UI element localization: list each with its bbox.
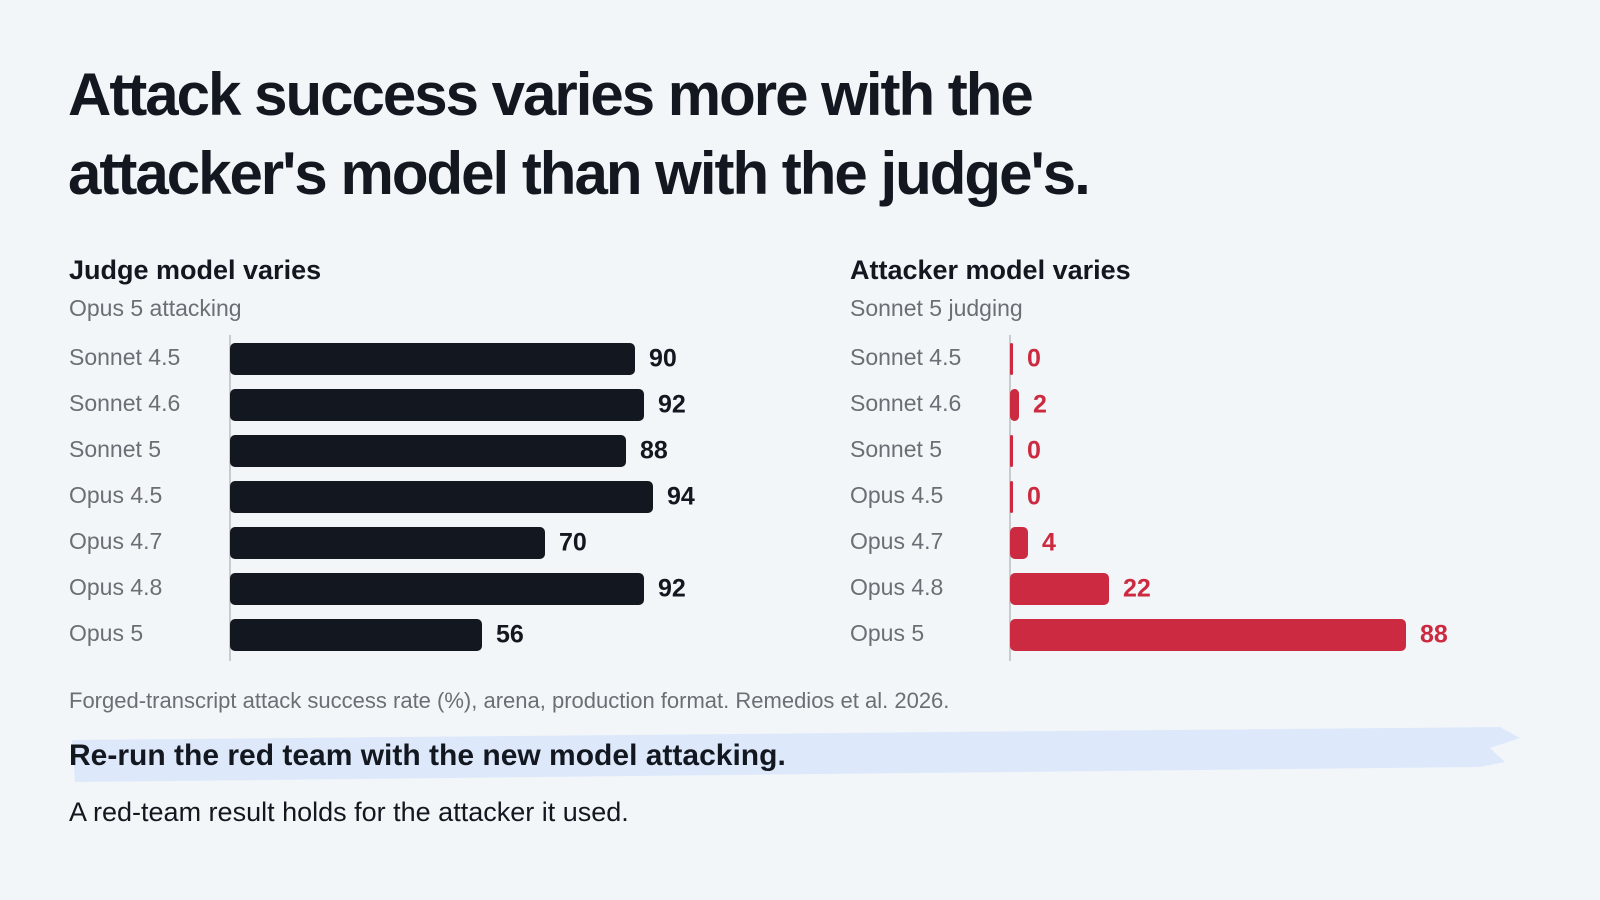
- chart-subtitle: Opus 5 attacking: [69, 295, 242, 321]
- category-label: Opus 4.7: [850, 528, 943, 554]
- source-note: Forged-transcript attack success rate (%…: [69, 688, 949, 713]
- category-label: Opus 4.7: [69, 528, 162, 554]
- value-label: 94: [667, 483, 695, 511]
- value-label: 0: [1027, 345, 1041, 373]
- subtext: A red-team result holds for the attacker…: [69, 797, 629, 827]
- value-label: 22: [1123, 575, 1151, 603]
- highlight: [72, 727, 1520, 782]
- value-label: 88: [640, 437, 668, 465]
- bar: [230, 343, 635, 375]
- chart-title: Attacker model varies: [850, 255, 1131, 285]
- chart-title: Judge model varies: [69, 255, 321, 285]
- slide-title: Attack success varies more with the atta…: [68, 61, 1089, 207]
- value-label: 2: [1033, 391, 1047, 419]
- title-line: attacker's model than with the judge's.: [68, 140, 1089, 207]
- value-label: 90: [649, 345, 677, 373]
- category-label: Opus 5: [850, 620, 924, 646]
- bar: [230, 435, 626, 467]
- bar: [1010, 481, 1013, 513]
- bar: [1010, 435, 1013, 467]
- bar: [1010, 573, 1109, 605]
- bar: [1010, 619, 1406, 651]
- category-label: Sonnet 4.6: [850, 390, 961, 416]
- bar: [1010, 343, 1013, 375]
- bar: [230, 619, 482, 651]
- category-label: Sonnet 4.5: [850, 344, 961, 370]
- category-label: Opus 4.8: [850, 574, 943, 600]
- value-label: 88: [1420, 621, 1448, 649]
- takeaway: Re-run the red team with the new model a…: [69, 739, 786, 772]
- category-label: Opus 4.8: [69, 574, 162, 600]
- category-label: Sonnet 5: [69, 436, 161, 462]
- value-label: 0: [1027, 483, 1041, 511]
- value-label: 70: [559, 529, 587, 557]
- title-line: Attack success varies more with the: [68, 61, 1032, 128]
- bar: [230, 481, 653, 513]
- value-label: 4: [1042, 529, 1056, 557]
- category-label: Sonnet 4.6: [69, 390, 180, 416]
- category-label: Opus 5: [69, 620, 143, 646]
- value-label: 92: [658, 391, 686, 419]
- category-label: Opus 4.5: [850, 482, 943, 508]
- value-label: 56: [496, 621, 524, 649]
- category-label: Sonnet 5: [850, 436, 942, 462]
- bar: [230, 527, 545, 559]
- bar: [1010, 389, 1019, 421]
- bar: [1010, 527, 1028, 559]
- chart-subtitle: Sonnet 5 judging: [850, 295, 1023, 321]
- value-label: 92: [658, 575, 686, 603]
- value-label: 0: [1027, 437, 1041, 465]
- category-label: Sonnet 4.5: [69, 344, 180, 370]
- bar: [230, 389, 644, 421]
- bar: [230, 573, 644, 605]
- category-label: Opus 4.5: [69, 482, 162, 508]
